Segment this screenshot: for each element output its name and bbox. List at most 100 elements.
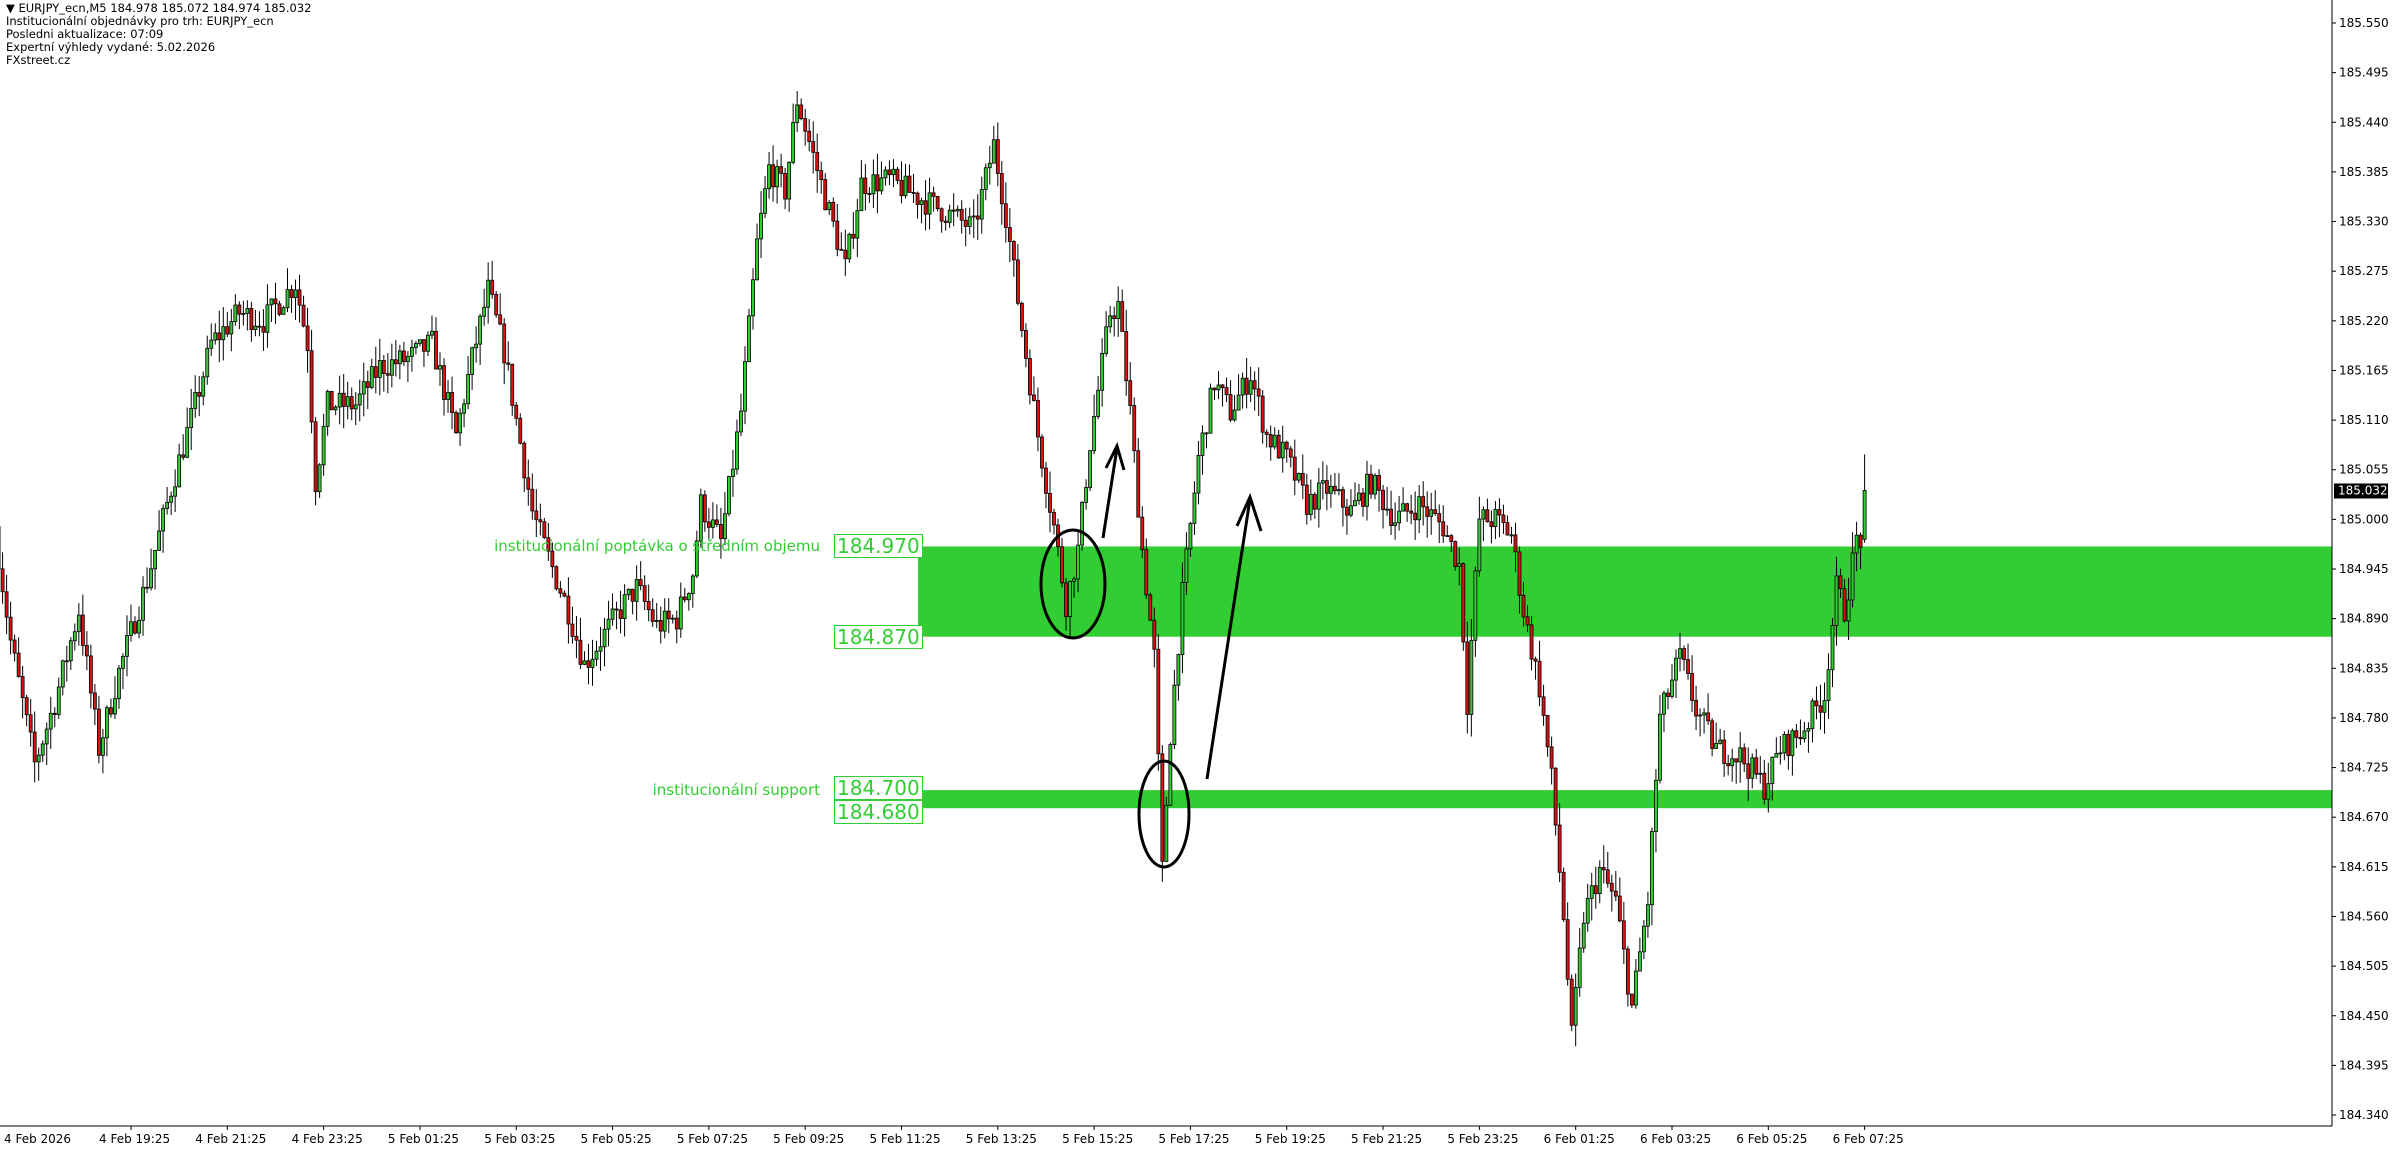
price-tick-label: 185.495: [2339, 66, 2389, 80]
bull-candle: [281, 307, 286, 315]
bull-candle: [1296, 472, 1301, 481]
bull-candle: [1581, 922, 1586, 949]
bull-candle: [1577, 947, 1582, 988]
bull-candle: [470, 347, 475, 375]
bear-candle: [12, 639, 17, 654]
bear-candle: [506, 362, 511, 365]
bear-candle: [32, 731, 37, 763]
bear-candle: [1381, 489, 1385, 511]
bear-candle: [442, 365, 446, 400]
zone-rect: [918, 790, 2332, 809]
bear-candle: [181, 454, 186, 458]
bear-candle: [783, 172, 788, 200]
bull-candle: [1830, 625, 1835, 671]
bear-candle: [682, 596, 687, 601]
bear-candle: [450, 392, 454, 413]
bull-candle: [177, 454, 182, 488]
bear-candle: [867, 193, 872, 195]
bear-candle: [1148, 594, 1153, 621]
bear-candle: [1011, 241, 1016, 261]
bear-candle: [518, 417, 523, 444]
bear-candle: [197, 392, 202, 397]
bear-candle: [1389, 508, 1393, 526]
bull-candle: [610, 608, 615, 620]
bull-candle: [1280, 441, 1285, 459]
bull-candle: [1702, 712, 1706, 716]
bull-candle: [987, 162, 992, 169]
time-tick-label: 6 Feb 03:25: [1640, 1132, 1711, 1146]
bear-candle: [1818, 705, 1823, 713]
bull-candle: [141, 586, 145, 621]
bull-candle: [1646, 904, 1650, 927]
price-axis[interactable]: 185.550 185.495 185.440 185.385 185.330 185.2…: [0, 0, 2389, 1127]
bull-candle: [1445, 535, 1450, 537]
bear-candle: [550, 550, 555, 568]
bear-candle: [1501, 514, 1506, 523]
bear-candle: [24, 697, 29, 716]
bear-candle: [20, 676, 25, 699]
bear-candle: [951, 209, 956, 212]
bull-candle: [955, 208, 960, 212]
bear-candle: [863, 177, 868, 194]
price-tick-label: 185.055: [2339, 463, 2389, 477]
bear-candle: [1304, 484, 1309, 515]
bull-candle: [1633, 970, 1638, 1006]
bear-candle: [1064, 582, 1068, 618]
bear-candle: [771, 164, 775, 188]
bull-candle: [105, 707, 109, 739]
bull-candle: [333, 406, 338, 411]
bull-candle: [361, 381, 366, 395]
price-tick-label: 184.505: [2339, 959, 2389, 973]
bull-candle: [1782, 733, 1787, 754]
collapse-triangle-icon[interactable]: ▼: [6, 1, 19, 15]
bull-candle: [903, 175, 908, 197]
bear-candle: [1132, 405, 1137, 452]
bear-candle: [1341, 489, 1345, 508]
bear-candle: [1593, 885, 1598, 895]
bear-candle: [1601, 867, 1606, 871]
bull-candle: [397, 350, 402, 365]
bull-candle: [1180, 582, 1185, 655]
bear-candle: [1710, 720, 1715, 749]
bull-candle: [891, 168, 896, 176]
bear-candle: [1003, 203, 1008, 228]
price-tick-label: 185.550: [2339, 16, 2389, 30]
symbol-line[interactable]: ▼ EURJPY_ecn,M5 184.978 185.072 184.974 …: [6, 2, 311, 14]
bear-candle: [538, 519, 543, 523]
bear-candle: [803, 118, 808, 132]
bull-candle: [979, 189, 984, 220]
bull-candle: [991, 139, 996, 164]
bull-candle: [690, 575, 695, 594]
bear-candle: [887, 169, 892, 176]
bull-candle: [1850, 552, 1855, 601]
bull-candle: [44, 728, 49, 745]
bull-candle: [927, 192, 932, 215]
bear-candle: [554, 566, 559, 590]
bear-candle: [1549, 746, 1554, 769]
bear-candle: [1036, 400, 1040, 438]
bull-candle: [1758, 772, 1763, 775]
bull-candle: [735, 431, 739, 470]
bull-candle: [1678, 648, 1682, 659]
bull-candle: [1642, 925, 1646, 953]
bull-candle: [1176, 654, 1181, 686]
candles-layer: [0, 91, 1867, 1047]
bear-candle: [706, 521, 711, 528]
time-tick-label: 6 Feb 01:25: [1544, 1132, 1615, 1146]
bear-candle: [1437, 513, 1442, 523]
bull-candle: [337, 392, 342, 408]
bear-candle: [1449, 535, 1454, 542]
annotation-ellipse: [1039, 528, 1107, 640]
bull-candle: [727, 476, 731, 515]
bear-candle: [490, 279, 495, 295]
bear-candle: [1505, 522, 1510, 536]
bull-candle: [1164, 804, 1169, 862]
price-tick-label: 185.220: [2339, 314, 2389, 328]
bull-candle: [1401, 503, 1406, 512]
bear-candle: [502, 323, 507, 364]
time-axis[interactable]: 4 Feb 2026 4 Feb 19:25 4 Feb 21:25 4 Feb 23…: [4, 1126, 1904, 1146]
bear-candle: [1489, 521, 1494, 528]
bear-candle: [1565, 919, 1570, 980]
bull-candle: [414, 342, 418, 348]
